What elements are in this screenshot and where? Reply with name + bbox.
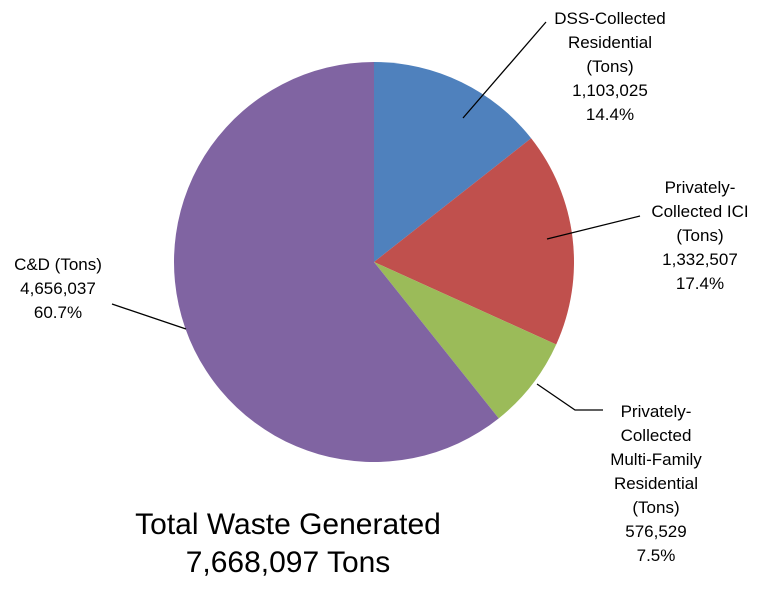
total-caption-line1: Total Waste Generated	[135, 508, 441, 541]
slice-percent: 14.4%	[586, 105, 634, 124]
slice-name-line: Collected	[621, 426, 692, 445]
slice-name-line: (Tons)	[676, 226, 723, 245]
slice-value: 1,103,025	[572, 81, 648, 100]
slice-percent: 60.7%	[34, 303, 82, 322]
slice-name-line: (Tons)	[632, 498, 679, 517]
data-label-c-and-d: C&D (Tons) 4,656,037 60.7%	[14, 255, 102, 322]
leader-line-private-ici	[546, 215, 641, 240]
slice-value: 1,332,507	[662, 250, 738, 269]
slice-name-line: Residential	[614, 474, 698, 493]
pie-slice-c-and-d	[174, 62, 499, 462]
leader-line-c-and-d	[111, 303, 187, 330]
slice-value: 576,529	[625, 522, 686, 541]
leader-line-dss-residential	[462, 21, 547, 119]
slice-percent: 7.5%	[637, 546, 676, 565]
data-label-private-ici: Privately- Collected ICI (Tons) 1,332,507 17…	[651, 178, 748, 293]
pie-slices	[174, 62, 574, 462]
slice-name-line: DSS-Collected	[554, 9, 666, 28]
slice-name-line: Residential	[568, 33, 652, 52]
total-caption-line2: 7,668,097 Tons	[186, 546, 391, 579]
pie-slice-private-ici	[374, 138, 574, 345]
slice-name-line: Privately-	[621, 402, 692, 421]
data-label-dss-residential: DSS-Collected Residential (Tons) 1,103,025 1…	[554, 9, 666, 124]
slice-name-line: Multi-Family	[610, 450, 702, 469]
data-labels: DSS-Collected Residential (Tons) 1,103,025 1…	[14, 9, 749, 565]
slice-name-line: (Tons)	[586, 57, 633, 76]
slice-name-line: Privately-	[665, 178, 736, 197]
slice-value: 4,656,037	[20, 279, 96, 298]
leader-lines	[111, 21, 641, 411]
pie-slice-private-multifamily	[374, 262, 557, 419]
leader-line-private-multifamily	[536, 383, 603, 411]
slice-name-line: C&D (Tons)	[14, 255, 102, 274]
pie-slice-dss-residential	[374, 62, 532, 262]
slice-name-line: Collected ICI	[651, 202, 748, 221]
slice-percent: 17.4%	[676, 274, 724, 293]
data-label-private-multifamily: Privately- Collected Multi-Family Residenti…	[610, 402, 702, 565]
